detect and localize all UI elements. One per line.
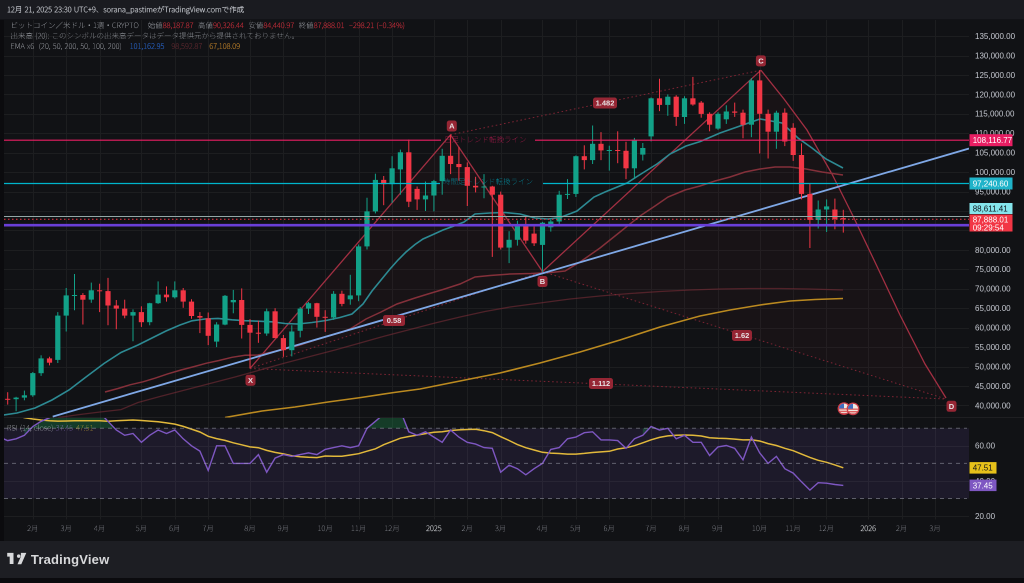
- svg-text:60.00: 60.00: [975, 442, 996, 451]
- svg-text:88,611.41: 88,611.41: [973, 204, 1009, 213]
- svg-text:20.00: 20.00: [975, 512, 996, 521]
- svg-text:135,000.00: 135,000.00: [975, 32, 1016, 41]
- svg-text:C: C: [758, 57, 764, 66]
- svg-text:1.482: 1.482: [596, 99, 615, 108]
- svg-text:105,000.00: 105,000.00: [975, 149, 1016, 158]
- svg-text:37.45: 37.45: [973, 481, 994, 490]
- svg-text:TradingView: TradingView: [31, 552, 110, 567]
- svg-text:108,116.77: 108,116.77: [973, 136, 1013, 145]
- svg-text:50,000.00: 50,000.00: [975, 362, 1011, 371]
- svg-text:97,240.60: 97,240.60: [973, 179, 1009, 188]
- svg-text:09:29:54: 09:29:54: [973, 223, 1005, 232]
- svg-text:D: D: [949, 402, 955, 411]
- svg-text:75,000.00: 75,000.00: [975, 265, 1011, 274]
- svg-text:0.58: 0.58: [387, 316, 402, 325]
- svg-text:125,000.00: 125,000.00: [975, 71, 1016, 80]
- svg-text:110,000.00: 110,000.00: [975, 129, 1015, 138]
- svg-text:70,000.00: 70,000.00: [975, 285, 1011, 294]
- svg-text:80,000.00: 80,000.00: [975, 246, 1011, 255]
- svg-text:47.51: 47.51: [973, 464, 994, 473]
- svg-text:100,000.00: 100,000.00: [975, 168, 1016, 177]
- svg-text:A: A: [449, 122, 455, 131]
- svg-text:55,000.00: 55,000.00: [975, 343, 1011, 352]
- svg-text:1.62: 1.62: [735, 331, 750, 340]
- svg-text:40,000.00: 40,000.00: [975, 401, 1011, 410]
- svg-text:X: X: [248, 376, 253, 385]
- svg-text:B: B: [540, 277, 546, 286]
- svg-text:1.112: 1.112: [592, 379, 610, 388]
- svg-text:87,888.01: 87,888.01: [973, 215, 1009, 224]
- svg-text:60,000.00: 60,000.00: [975, 324, 1011, 333]
- svg-text:130,000.00: 130,000.00: [975, 51, 1016, 60]
- svg-text:45,000.00: 45,000.00: [975, 382, 1011, 391]
- svg-text:95,000.00: 95,000.00: [975, 188, 1011, 197]
- svg-text:65,000.00: 65,000.00: [975, 304, 1011, 313]
- svg-text:120,000.00: 120,000.00: [975, 90, 1016, 99]
- svg-text:115,000.00: 115,000.00: [975, 110, 1015, 119]
